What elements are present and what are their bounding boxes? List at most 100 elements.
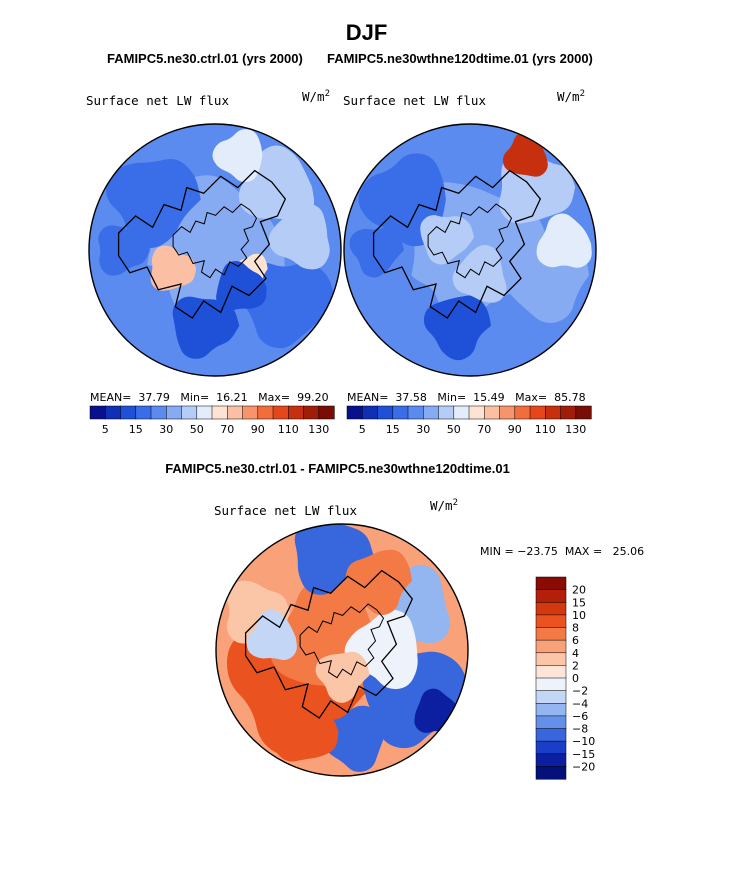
panel1-min-value: 16.21 [216, 391, 248, 404]
colorbar-2-swatch [407, 405, 424, 420]
figure-title: DJF [345, 20, 388, 45]
panel2-min-label: Min= [437, 391, 467, 404]
colorbar-3-swatch [535, 728, 567, 742]
colorbar-3-swatch [535, 753, 567, 767]
diff-subtitle: FAMIPC5.ne30.ctrl.01 - FAMIPC5.ne30wthne… [165, 461, 510, 476]
colorbar-3-swatch [535, 652, 567, 666]
map-3-field [216, 524, 468, 776]
colorbar-1-swatch [242, 405, 259, 420]
colorbar-2-swatch [484, 405, 501, 420]
colorbar-1-tick-label: 70 [220, 423, 234, 436]
colorbar-3-tick-label: 4 [572, 647, 579, 660]
map-2-coastline [372, 169, 542, 319]
colorbar-2-swatch [575, 405, 592, 420]
panel3-stats: MIN = −23.75 MAX = 25.06 [480, 545, 644, 558]
maps-layer [88, 123, 597, 777]
colorbar-2-tick-label: 5 [359, 423, 366, 436]
colorbar-1-tick-label: 130 [308, 423, 329, 436]
colorbar-1-swatch [196, 405, 213, 420]
map-2-coastline-inner [427, 203, 513, 279]
panel3-units-exp: 2 [452, 498, 458, 508]
colorbar-2-swatch [529, 405, 546, 420]
colorbar-3-swatch [535, 766, 567, 780]
colorbar-2-tick-label: 110 [535, 423, 556, 436]
colorbar-3-tick-label: −6 [572, 710, 588, 723]
panel2-units-base: W/m [557, 89, 580, 105]
colorbar-3-swatch [535, 576, 567, 591]
map-1-contour-region [268, 203, 330, 270]
colorbar-1-swatch [288, 405, 305, 420]
colorbar-3-tick-label: −20 [572, 760, 595, 773]
panel2-max-label: Max= [515, 391, 548, 404]
panel2-mean-label: MEAN= [347, 391, 389, 404]
colorbar-1-swatch [257, 405, 274, 420]
map-2-contour-region [536, 213, 592, 268]
panel1-stats: MEAN= 37.79 Min= 16.21 Max= 99.20 [90, 391, 329, 404]
map-3-contour-region [246, 609, 297, 660]
colorbar-3-swatch [535, 639, 567, 654]
colorbar-1-swatch [211, 405, 228, 420]
colorbar-1-tick-label: 90 [251, 423, 265, 436]
colorbar-1-swatch [227, 405, 244, 420]
panel1-units-exp: 2 [324, 89, 330, 99]
colorbar-1-swatch [181, 405, 198, 420]
panel2-max-value: 85.78 [554, 391, 586, 404]
panel3-max-label: MAX = [564, 545, 603, 558]
colorbar-1-swatch [120, 405, 137, 420]
colorbar-3-swatch [535, 627, 567, 641]
colorbar-1-swatch [303, 405, 320, 420]
map-1-field [89, 124, 341, 376]
colorbar-2-tick-label: 50 [447, 423, 461, 436]
panel3-units: W/m2 [430, 498, 458, 513]
colorbar-3-tick-label: −8 [572, 723, 588, 736]
map-3-contour-region [275, 699, 339, 762]
map-3-border [215, 523, 469, 777]
map-2-contour-region [349, 227, 404, 278]
panel3-max-value: 25.06 [612, 545, 645, 558]
colorbar-2-tick-label: 130 [565, 423, 586, 436]
colorbar-3-swatch [535, 715, 567, 730]
colorbar-2-swatch [560, 405, 577, 420]
colorbar-3-tick-label: 10 [572, 609, 586, 622]
colorbar-1-swatch [318, 405, 335, 420]
map-2-contour-region [364, 266, 441, 341]
map-1-contour-region [150, 245, 197, 291]
colorbar-3-swatch [535, 665, 567, 679]
map-2-border [343, 123, 597, 377]
map-1-coastline [117, 169, 287, 319]
colorbar-3-tick-label: −4 [572, 697, 588, 710]
map-3-coastline [244, 569, 414, 719]
colorbar-1-tick-label: 15 [129, 423, 143, 436]
colorbar-3-tick-label: −15 [572, 748, 595, 761]
colorbar-2-tick-label: 70 [477, 423, 491, 436]
subtitle-right: FAMIPC5.ne30wthne120dtime.01 (yrs 2000) [327, 51, 593, 66]
colorbar-1-tick-label: 30 [159, 423, 173, 436]
panel2-variable-label: Surface net LW flux [343, 93, 486, 108]
colorbar-3-swatch [535, 740, 567, 755]
colorbar-2-swatch [514, 405, 531, 420]
map-1-contour-region [106, 159, 201, 248]
colorbar-2-swatch [362, 405, 379, 420]
colorbar-1-swatch [135, 405, 152, 420]
colorbar-3-swatch [535, 703, 567, 717]
map-2-field [344, 124, 596, 376]
colorbar-3-tick-label: 20 [572, 584, 586, 597]
map-1-contour-region [212, 129, 263, 183]
colorbar-3-swatch [535, 614, 567, 629]
colorbar-3-swatch [535, 677, 567, 692]
colorbar-3-tick-label: 8 [572, 622, 579, 635]
panel3-variable-label: Surface net LW flux [214, 503, 357, 518]
subtitle-left: FAMIPC5.ne30.ctrl.01 (yrs 2000) [107, 51, 303, 66]
panel2-units: W/m2 [557, 89, 585, 104]
panel3-units-base: W/m [430, 498, 453, 514]
colorbar-3-swatch [535, 602, 567, 616]
panel3-min-label: MIN = [480, 545, 514, 558]
colorbar-3-tick-label: 0 [572, 672, 579, 685]
colorbar-2-swatch [392, 405, 409, 420]
colorbar-3-tick-label: 2 [572, 659, 579, 672]
panel1-mean-value: 37.79 [138, 391, 170, 404]
colorbar-3-tick-label: −2 [572, 685, 588, 698]
map-1-border [88, 123, 342, 377]
map-1-contour-region [216, 261, 267, 311]
colorbar-2-swatch [377, 405, 394, 420]
